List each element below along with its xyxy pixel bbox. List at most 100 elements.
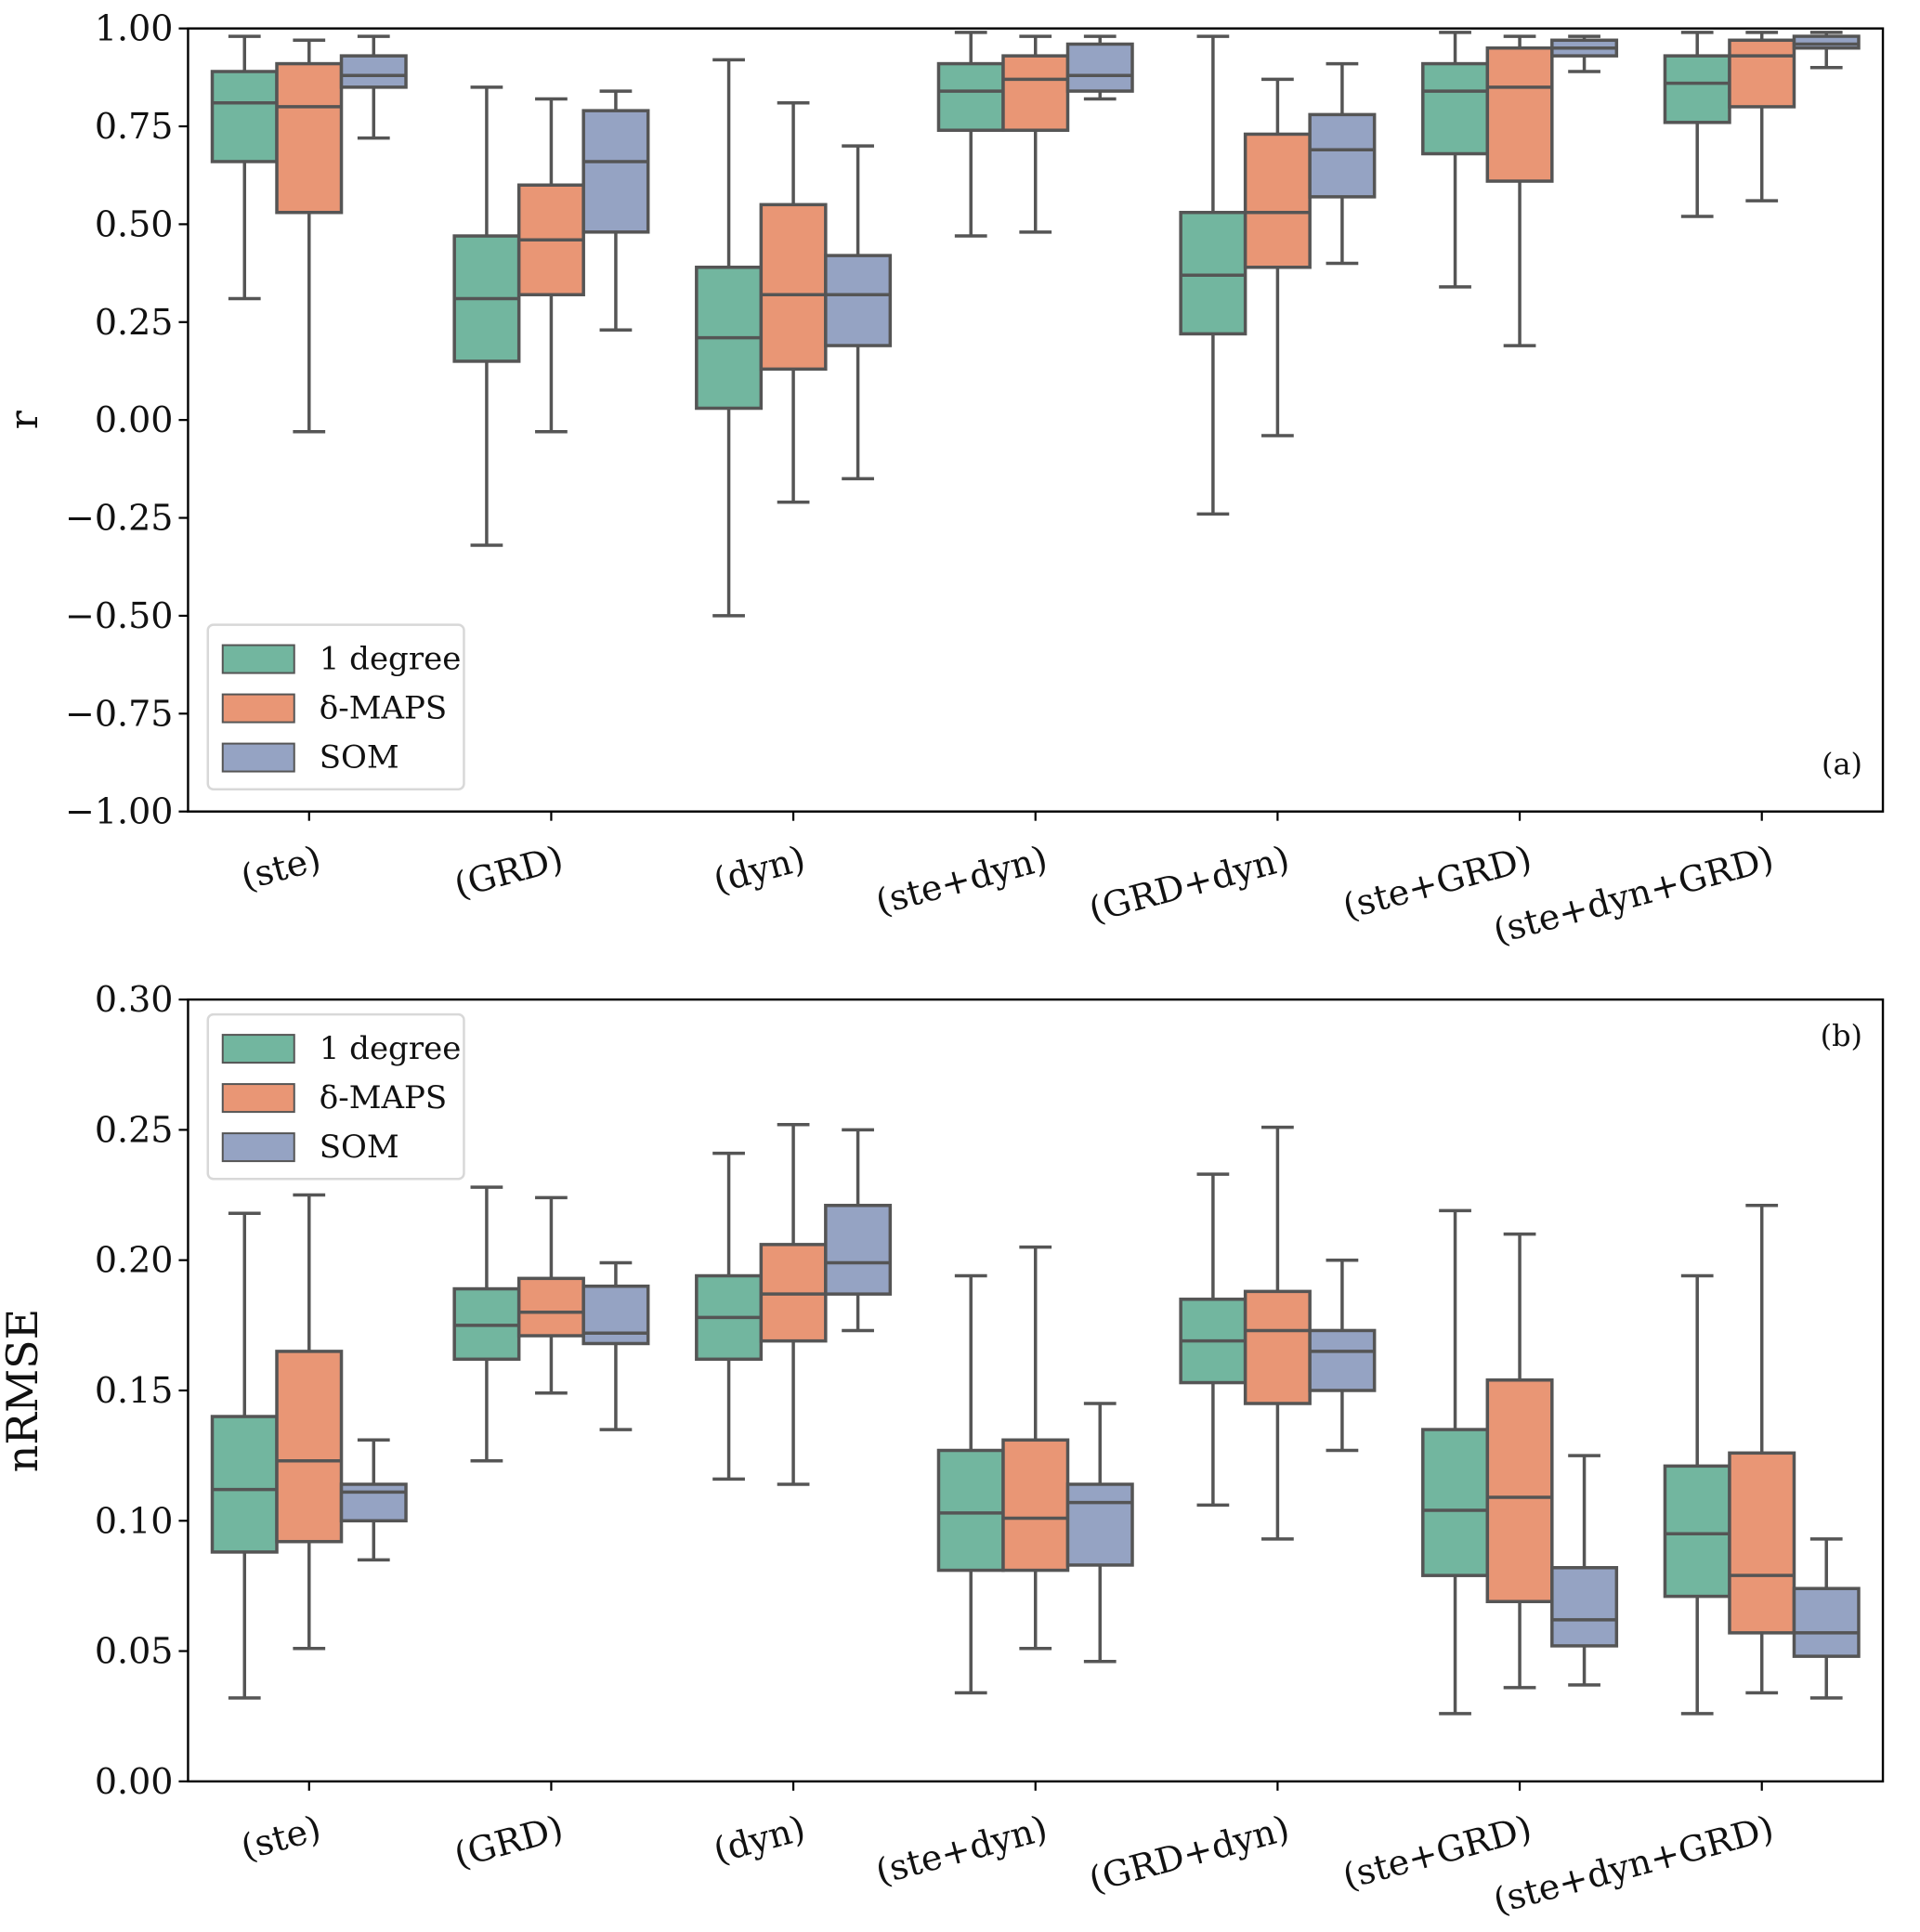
legend-label: 1 degree — [320, 1030, 462, 1067]
box-som-3 — [1065, 34, 1134, 101]
box-1degree-5 — [1421, 31, 1490, 289]
box-som-1 — [581, 89, 650, 332]
box-iqr — [581, 109, 650, 234]
box-maps-6 — [1728, 1204, 1796, 1695]
box-iqr — [824, 1204, 893, 1296]
y-tick-label: 0.20 — [95, 1240, 174, 1281]
y-axis-label: r — [1, 410, 46, 429]
box-1degree-2 — [695, 1151, 764, 1482]
panel-label: (b) — [1821, 1018, 1862, 1053]
box-iqr — [275, 61, 344, 215]
box-1degree-1 — [452, 1185, 521, 1463]
legend-swatch — [221, 693, 295, 724]
box-iqr — [936, 61, 1005, 132]
x-tick-label: (ste+dyn+GRD) — [1489, 1808, 1778, 1922]
panel-label: (a) — [1822, 747, 1862, 782]
box-iqr — [1485, 46, 1554, 183]
y-tick-label: 0.25 — [95, 1109, 174, 1150]
panel-b-nrmse: 0.00 0.05 0.10 0.15 0.20 0.25 0.30 nRMSE (ste) (G… — [0, 979, 1885, 1922]
box-1degree-4 — [1179, 1172, 1247, 1508]
box-iqr — [1308, 112, 1377, 199]
y-tick-label: 0.25 — [95, 302, 174, 343]
y-tick-label: 0.50 — [95, 203, 174, 244]
box-som-5 — [1550, 34, 1619, 73]
box-iqr — [1243, 1289, 1312, 1405]
box-iqr — [936, 1448, 1005, 1573]
box-1degree-1 — [452, 85, 521, 547]
box-som-2 — [824, 144, 893, 481]
box-iqr — [339, 1482, 408, 1523]
box-1degree-0 — [210, 34, 279, 301]
x-tick-label: (GRD) — [450, 1808, 567, 1875]
legend-label: SOM — [320, 739, 399, 777]
box-iqr — [1179, 210, 1247, 336]
legend-label: δ-MAPS — [320, 1079, 448, 1116]
legend-swatch — [221, 1034, 295, 1064]
box-iqr — [275, 1350, 344, 1544]
box-som-6 — [1792, 1537, 1861, 1700]
legend-swatch — [221, 742, 295, 773]
box-iqr — [1792, 1586, 1861, 1658]
box-maps-0 — [275, 38, 344, 434]
y-tick-label: 0.05 — [95, 1631, 174, 1672]
legend-label: δ-MAPS — [320, 690, 448, 727]
y-tick-label: −0.75 — [65, 693, 173, 734]
box-1degree-0 — [210, 1211, 279, 1700]
y-tick-label: 0.75 — [95, 106, 174, 147]
y-tick-label: −1.00 — [65, 791, 173, 832]
y-tick-label: −0.25 — [65, 498, 173, 539]
x-tick-label: (ste+dyn) — [871, 838, 1051, 922]
x-tick-label: (GRD) — [450, 838, 567, 906]
box-maps-6 — [1728, 31, 1796, 202]
box-maps-2 — [759, 100, 828, 504]
legend-label: 1 degree — [320, 641, 462, 678]
box-iqr — [1663, 1464, 1731, 1599]
box-iqr — [1550, 1566, 1619, 1648]
legend-swatch — [221, 1083, 295, 1114]
x-tick-label: (dyn) — [710, 1808, 810, 1871]
legend: 1 degree δ-MAPS SOM — [206, 623, 465, 790]
y-tick-label: 0.00 — [95, 1761, 174, 1802]
box-1degree-2 — [695, 58, 764, 618]
legend-swatch — [221, 644, 295, 674]
panel-a-correlation: −1.00 −0.75 −0.50 −0.25 0.00 0.25 0.50 0.75 1.00… — [1, 8, 1885, 952]
box-iqr — [1065, 42, 1134, 93]
box-som-4 — [1308, 61, 1377, 266]
x-tick-label: (ste+dyn) — [871, 1808, 1051, 1892]
legend: 1 degree δ-MAPS SOM — [206, 1012, 465, 1181]
box-iqr — [1421, 1428, 1490, 1577]
box-iqr — [1485, 1378, 1554, 1603]
box-som-5 — [1550, 1454, 1619, 1687]
box-1degree-4 — [1179, 34, 1247, 516]
x-tick-label: (dyn) — [710, 838, 810, 901]
box-1degree-3 — [936, 1273, 1005, 1695]
box-som-2 — [824, 1128, 893, 1333]
box-iqr — [1792, 34, 1861, 50]
box-maps-5 — [1485, 34, 1554, 347]
box-som-1 — [581, 1260, 650, 1431]
box-maps-5 — [1485, 1232, 1554, 1690]
box-maps-1 — [516, 1195, 585, 1395]
y-tick-label: 0.10 — [95, 1500, 174, 1541]
y-tick-label: 1.00 — [95, 8, 174, 49]
box-maps-2 — [759, 1123, 828, 1486]
box-iqr — [1728, 38, 1796, 109]
box-som-0 — [339, 34, 408, 140]
box-1degree-6 — [1663, 1273, 1731, 1716]
box-maps-4 — [1243, 1125, 1312, 1541]
box-iqr — [1663, 54, 1731, 124]
x-tick-label: (GRD+dyn) — [1085, 838, 1294, 931]
box-maps-3 — [1001, 1245, 1070, 1651]
y-tick-label: 0.00 — [95, 399, 174, 440]
box-iqr — [1001, 54, 1070, 132]
box-iqr — [1065, 1482, 1134, 1567]
y-tick-label: 0.30 — [95, 979, 174, 1020]
y-tick-label: 0.15 — [95, 1370, 174, 1411]
box-maps-0 — [275, 1193, 344, 1651]
box-iqr — [210, 1415, 279, 1554]
box-iqr — [824, 254, 893, 347]
x-tick-label: (ste) — [237, 838, 325, 898]
box-maps-3 — [1001, 34, 1070, 234]
legend-swatch — [221, 1132, 295, 1163]
